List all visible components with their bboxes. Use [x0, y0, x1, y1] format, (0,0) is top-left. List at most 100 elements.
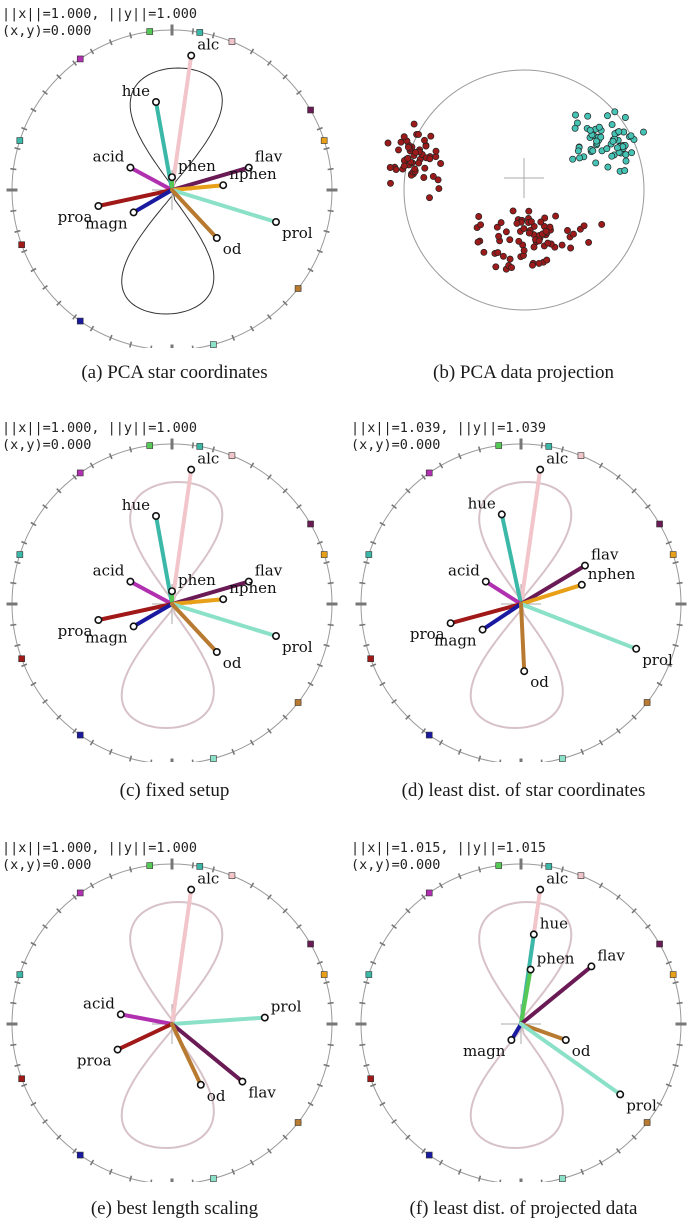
axis-vector-magn[interactable]	[131, 188, 174, 215]
axis-handle-magn[interactable]	[478, 625, 487, 634]
ring-marker[interactable]	[320, 551, 328, 558]
ring-marker[interactable]	[425, 731, 433, 739]
ring-marker[interactable]	[320, 137, 328, 144]
ring-marker[interactable]	[146, 442, 154, 449]
ring-marker[interactable]	[669, 551, 677, 558]
axis-handle-od[interactable]	[196, 1080, 205, 1089]
ring-marker[interactable]	[367, 655, 374, 663]
ring-marker[interactable]	[495, 862, 503, 869]
axis-vector-od[interactable]	[519, 602, 527, 674]
axis-handle-flav[interactable]	[244, 577, 253, 586]
axis-vector-od[interactable]	[519, 1022, 568, 1042]
ring-marker[interactable]	[76, 317, 84, 325]
ring-marker[interactable]	[228, 872, 236, 879]
ring-marker[interactable]	[656, 520, 663, 528]
ring-marker[interactable]	[76, 55, 84, 63]
axis-vector-nphen[interactable]	[170, 183, 226, 192]
axis-vector-prol[interactable]	[170, 188, 278, 224]
ring-marker[interactable]	[18, 1075, 25, 1083]
ring-marker[interactable]	[559, 755, 566, 762]
ring-marker[interactable]	[18, 241, 25, 249]
ring-marker[interactable]	[577, 452, 585, 459]
ring-marker[interactable]	[76, 469, 84, 477]
ring-marker[interactable]	[425, 889, 433, 897]
ring-marker[interactable]	[196, 443, 204, 450]
axis-handle-alc[interactable]	[536, 465, 545, 474]
ring-marker[interactable]	[294, 699, 302, 706]
axis-vector-alc[interactable]	[170, 887, 194, 1026]
ring-marker[interactable]	[365, 551, 373, 558]
axis-handle-hue[interactable]	[497, 510, 506, 519]
ring-marker[interactable]	[643, 699, 651, 706]
axis-vector-prol[interactable]	[519, 1022, 623, 1097]
axis-handle-magn[interactable]	[507, 1036, 516, 1045]
axis-vector-acid[interactable]	[128, 579, 174, 606]
ring-marker[interactable]	[76, 731, 84, 739]
ring-marker[interactable]	[559, 1175, 566, 1182]
axis-vector-flav[interactable]	[170, 1022, 245, 1084]
axis-handle-alc[interactable]	[536, 885, 545, 894]
ring-marker[interactable]	[643, 1119, 651, 1126]
axis-handle-od[interactable]	[561, 1036, 570, 1045]
ring-marker[interactable]	[365, 971, 373, 978]
axis-handle-od[interactable]	[520, 667, 529, 676]
axis-vector-flav[interactable]	[170, 165, 251, 192]
ring-marker[interactable]	[76, 1151, 84, 1159]
ring-marker[interactable]	[545, 443, 553, 450]
axis-vector-alc[interactable]	[170, 467, 194, 606]
ring-marker[interactable]	[196, 29, 204, 36]
ring-marker[interactable]	[307, 520, 314, 528]
axis-handle-od[interactable]	[212, 234, 221, 243]
axis-vector-od[interactable]	[170, 1022, 203, 1087]
axis-vector-flav[interactable]	[519, 964, 594, 1026]
axis-handle-nphen[interactable]	[219, 181, 228, 190]
axis-vector-nphen[interactable]	[170, 597, 226, 606]
ring-marker[interactable]	[307, 106, 314, 114]
ring-marker[interactable]	[425, 469, 433, 477]
ring-marker[interactable]	[228, 452, 236, 459]
axis-vector-phen[interactable]	[519, 967, 533, 1026]
axis-handle-acid[interactable]	[116, 1010, 125, 1019]
axis-vector-magn[interactable]	[480, 602, 523, 632]
axis-handle-flav[interactable]	[244, 163, 253, 172]
axis-handle-acid[interactable]	[481, 577, 490, 586]
axis-vector-alc[interactable]	[519, 467, 543, 606]
axis-handle-proa[interactable]	[113, 1045, 122, 1054]
axis-vector-magn[interactable]	[131, 602, 174, 629]
axis-vector-od[interactable]	[170, 188, 219, 240]
axis-vector-prol[interactable]	[170, 1015, 267, 1026]
axis-vector-proa[interactable]	[448, 602, 523, 626]
axis-vector-acid[interactable]	[128, 165, 174, 192]
axis-handle-acid[interactable]	[126, 163, 135, 172]
ring-marker[interactable]	[545, 863, 553, 870]
ring-marker[interactable]	[669, 971, 677, 978]
axis-vector-acid[interactable]	[483, 579, 523, 606]
axis-handle-proa[interactable]	[94, 202, 103, 211]
ring-marker[interactable]	[18, 655, 25, 663]
axis-handle-prol[interactable]	[271, 218, 280, 227]
axis-vector-alc[interactable]	[170, 53, 194, 192]
axis-vector-flav[interactable]	[170, 579, 251, 606]
axis-handle-prol[interactable]	[632, 644, 641, 653]
axis-handle-flav[interactable]	[581, 561, 590, 570]
axis-vector-proa[interactable]	[96, 602, 174, 622]
ring-marker[interactable]	[146, 28, 154, 35]
axis-handle-alc[interactable]	[187, 465, 196, 474]
axis-handle-phen[interactable]	[168, 587, 177, 596]
axis-handle-magn[interactable]	[129, 622, 138, 631]
ring-marker[interactable]	[16, 551, 24, 558]
ring-marker[interactable]	[16, 971, 24, 978]
ring-marker[interactable]	[16, 137, 24, 144]
ring-marker[interactable]	[367, 1075, 374, 1083]
ring-marker[interactable]	[294, 285, 302, 292]
axis-vector-proa[interactable]	[115, 1022, 174, 1052]
axis-vector-acid[interactable]	[118, 1012, 174, 1026]
ring-marker[interactable]	[320, 971, 328, 978]
axis-handle-alc[interactable]	[187, 885, 196, 894]
axis-handle-prol[interactable]	[260, 1013, 269, 1022]
axis-handle-nphen[interactable]	[219, 595, 228, 604]
axis-handle-magn[interactable]	[129, 208, 138, 217]
ring-marker[interactable]	[577, 872, 585, 879]
ring-marker[interactable]	[76, 889, 84, 897]
axis-vector-prol[interactable]	[519, 602, 639, 651]
